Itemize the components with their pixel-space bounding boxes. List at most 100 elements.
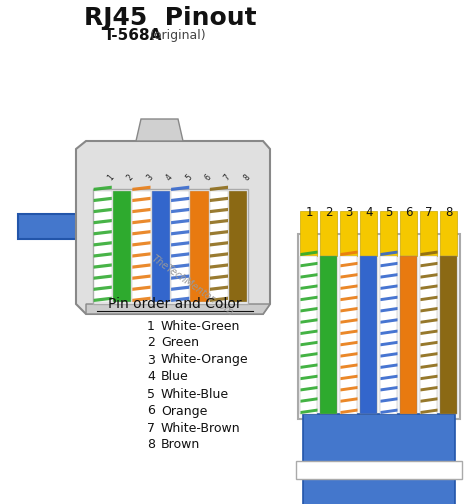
Polygon shape (381, 250, 398, 256)
Polygon shape (340, 296, 357, 301)
Polygon shape (420, 307, 438, 312)
Polygon shape (340, 307, 357, 312)
Text: 8: 8 (147, 438, 155, 452)
Polygon shape (420, 330, 438, 335)
Polygon shape (132, 219, 151, 224)
Polygon shape (93, 264, 112, 269)
Text: 1: 1 (106, 172, 116, 182)
Polygon shape (210, 185, 228, 191)
Polygon shape (210, 230, 228, 235)
Text: 6: 6 (203, 172, 213, 182)
FancyBboxPatch shape (93, 189, 248, 304)
Text: 3: 3 (147, 353, 155, 366)
FancyBboxPatch shape (401, 256, 418, 414)
Polygon shape (210, 253, 228, 258)
FancyBboxPatch shape (229, 191, 247, 302)
Text: 4: 4 (164, 172, 174, 182)
Polygon shape (381, 307, 398, 312)
Polygon shape (132, 230, 151, 235)
FancyBboxPatch shape (381, 256, 398, 414)
FancyBboxPatch shape (340, 211, 357, 256)
Polygon shape (340, 397, 357, 403)
Polygon shape (132, 185, 151, 191)
Text: 7: 7 (222, 172, 232, 182)
Polygon shape (93, 208, 112, 213)
Polygon shape (171, 208, 189, 213)
FancyBboxPatch shape (171, 191, 189, 302)
Polygon shape (132, 286, 151, 291)
Polygon shape (132, 197, 151, 202)
Text: 3: 3 (145, 172, 155, 182)
Polygon shape (340, 341, 357, 346)
Polygon shape (136, 119, 183, 141)
Polygon shape (93, 253, 112, 258)
Polygon shape (301, 330, 318, 335)
Polygon shape (340, 386, 357, 392)
Polygon shape (132, 275, 151, 280)
Polygon shape (420, 296, 438, 301)
Polygon shape (86, 304, 270, 314)
Polygon shape (93, 275, 112, 280)
Polygon shape (171, 253, 189, 258)
Text: White-Orange: White-Orange (161, 353, 249, 366)
Polygon shape (132, 208, 151, 213)
FancyBboxPatch shape (420, 211, 438, 256)
Polygon shape (381, 409, 398, 414)
Polygon shape (381, 375, 398, 380)
Polygon shape (381, 386, 398, 392)
FancyBboxPatch shape (93, 191, 112, 302)
FancyBboxPatch shape (301, 256, 318, 414)
Polygon shape (210, 264, 228, 269)
Text: 6: 6 (147, 405, 155, 417)
Polygon shape (301, 262, 318, 267)
Polygon shape (420, 386, 438, 392)
Polygon shape (76, 141, 270, 314)
Polygon shape (420, 352, 438, 357)
Polygon shape (93, 297, 112, 302)
Polygon shape (340, 352, 357, 357)
FancyBboxPatch shape (381, 211, 398, 256)
Polygon shape (381, 363, 398, 369)
Polygon shape (381, 319, 398, 324)
Text: White-Blue: White-Blue (161, 388, 229, 401)
Polygon shape (132, 241, 151, 246)
FancyBboxPatch shape (440, 211, 457, 256)
Polygon shape (420, 319, 438, 324)
Polygon shape (210, 275, 228, 280)
Polygon shape (420, 273, 438, 279)
Polygon shape (93, 230, 112, 235)
Polygon shape (381, 352, 398, 357)
FancyBboxPatch shape (296, 461, 462, 479)
FancyBboxPatch shape (301, 211, 318, 256)
Polygon shape (381, 262, 398, 267)
Polygon shape (340, 363, 357, 369)
Polygon shape (381, 341, 398, 346)
FancyBboxPatch shape (132, 191, 151, 302)
Polygon shape (93, 197, 112, 202)
Polygon shape (210, 197, 228, 202)
Text: RJ45  Pinout: RJ45 Pinout (84, 6, 256, 30)
Text: Orange: Orange (161, 405, 207, 417)
Polygon shape (171, 185, 189, 191)
Text: 8: 8 (242, 172, 252, 182)
Text: 6: 6 (405, 206, 413, 219)
Polygon shape (420, 409, 438, 414)
Polygon shape (340, 262, 357, 267)
Text: Green: Green (161, 337, 199, 349)
Polygon shape (93, 241, 112, 246)
Polygon shape (301, 386, 318, 392)
FancyBboxPatch shape (191, 191, 209, 302)
Text: 1: 1 (147, 320, 155, 333)
Polygon shape (420, 375, 438, 380)
Polygon shape (301, 341, 318, 346)
Polygon shape (18, 214, 103, 239)
FancyBboxPatch shape (361, 211, 377, 256)
Polygon shape (171, 264, 189, 269)
Polygon shape (340, 330, 357, 335)
Polygon shape (340, 273, 357, 279)
Text: White-Brown: White-Brown (161, 421, 241, 434)
Text: TheTechMentor.com: TheTechMentor.com (149, 254, 235, 318)
Text: (original): (original) (150, 30, 206, 42)
Polygon shape (340, 284, 357, 290)
Text: 5: 5 (183, 172, 193, 182)
